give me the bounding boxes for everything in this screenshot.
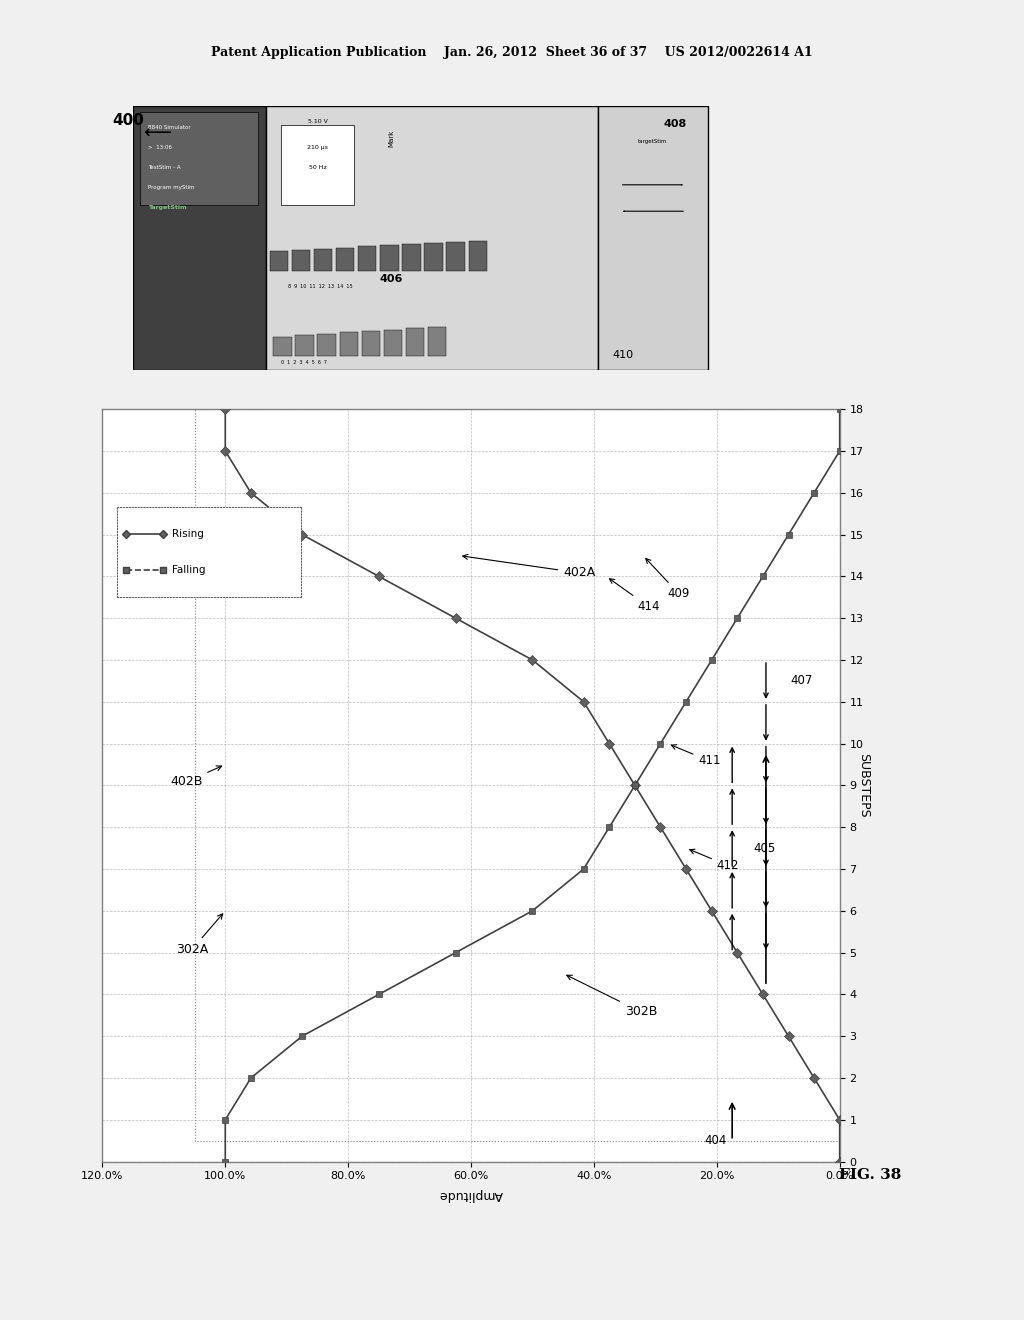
Text: TestStim - A: TestStim - A	[147, 165, 180, 170]
Bar	[598, 106, 709, 370]
X-axis label: Amplitude: Amplitude	[439, 1188, 503, 1201]
Bar	[313, 248, 332, 271]
Bar	[384, 330, 402, 356]
Bar	[406, 329, 424, 356]
Text: 302B: 302B	[567, 975, 657, 1018]
Text: 405: 405	[754, 842, 776, 854]
Text: 402B: 402B	[170, 766, 221, 788]
Text: 410: 410	[612, 350, 634, 360]
Bar	[336, 248, 354, 271]
Bar	[361, 331, 380, 356]
Bar	[424, 243, 442, 271]
Bar	[295, 335, 313, 356]
Text: 400: 400	[113, 114, 144, 128]
Bar	[340, 333, 358, 356]
Text: 404: 404	[705, 1134, 727, 1147]
Text: 8  9  10  11  12  13  14  15: 8 9 10 11 12 13 14 15	[288, 284, 352, 289]
Bar	[402, 244, 421, 271]
Bar	[273, 337, 292, 356]
Text: >  13:06: > 13:06	[147, 145, 172, 150]
Bar	[358, 247, 377, 271]
Text: Mark: Mark	[388, 129, 394, 148]
Bar	[269, 251, 288, 271]
Text: ⟵: ⟵	[143, 124, 171, 143]
Bar	[195, 409, 840, 1140]
Text: 406: 406	[380, 275, 402, 284]
Text: B840 Simulator: B840 Simulator	[147, 125, 190, 131]
Text: 411: 411	[672, 744, 721, 767]
Text: 412: 412	[690, 849, 739, 873]
Bar	[317, 334, 336, 356]
Text: 414: 414	[609, 578, 659, 612]
Text: 210 μs: 210 μs	[307, 145, 328, 150]
Bar	[292, 249, 310, 271]
Bar	[380, 246, 398, 271]
Text: TargetStim: TargetStim	[147, 205, 186, 210]
Text: 407: 407	[791, 675, 813, 688]
Bar	[469, 242, 487, 271]
Bar	[133, 106, 266, 370]
Text: 5.10 V: 5.10 V	[307, 119, 328, 124]
Bar	[140, 112, 258, 205]
Bar	[446, 242, 465, 271]
Bar	[266, 106, 598, 370]
Bar	[428, 327, 446, 356]
Text: 409: 409	[646, 558, 690, 601]
Text: targetStim: targetStim	[638, 139, 668, 144]
Text: Program myStim: Program myStim	[147, 185, 195, 190]
Text: Patent Application Publication    Jan. 26, 2012  Sheet 36 of 37    US 2012/00226: Patent Application Publication Jan. 26, …	[211, 46, 813, 59]
Text: 302A: 302A	[176, 913, 222, 956]
Text: 402A: 402A	[463, 554, 595, 579]
Text: 0  1  2  3  4  5  6  7: 0 1 2 3 4 5 6 7	[281, 360, 327, 364]
Text: 408: 408	[664, 119, 687, 129]
Y-axis label: SUBSTEPS: SUBSTEPS	[857, 754, 870, 817]
Text: FIG. 38: FIG. 38	[840, 1168, 901, 1183]
Bar	[281, 125, 354, 205]
Text: 50 Hz: 50 Hz	[308, 165, 327, 170]
